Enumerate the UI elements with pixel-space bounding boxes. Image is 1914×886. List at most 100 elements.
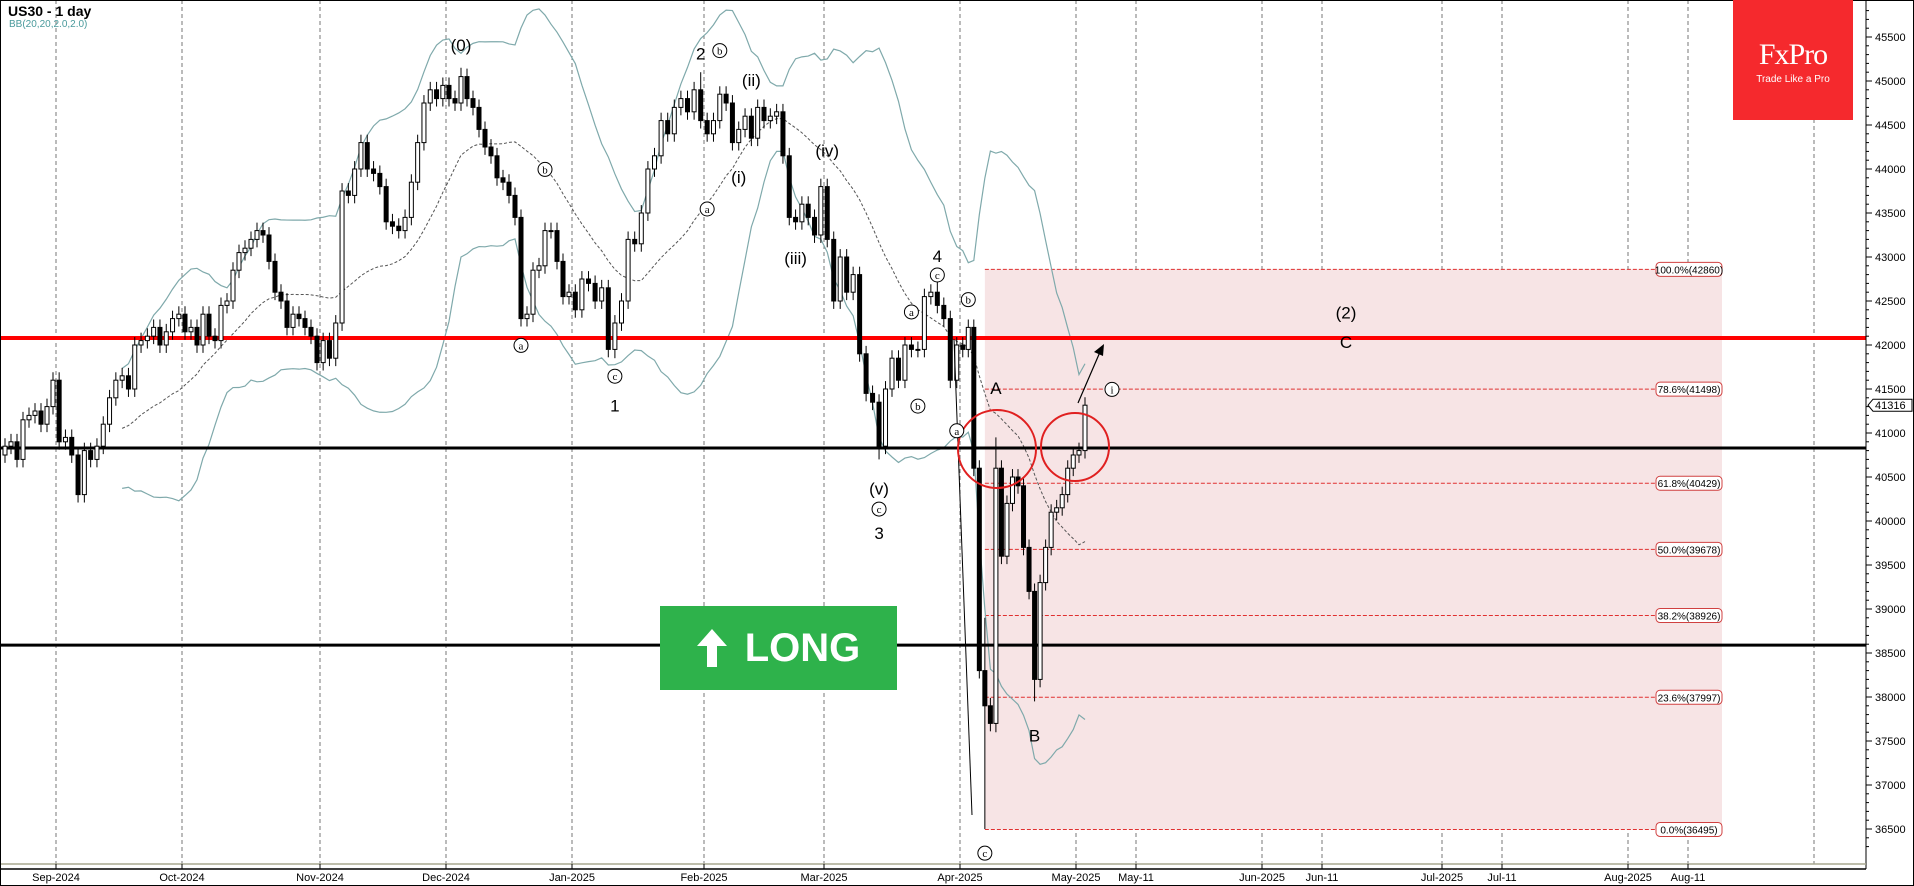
wave-label: a: [949, 423, 965, 439]
price-tick-label: 44500: [1875, 120, 1906, 132]
candle: [625, 231, 631, 309]
candle: [870, 385, 876, 411]
candle: [284, 293, 290, 336]
wave-label-text: 3: [874, 524, 883, 543]
candle-body: [934, 291, 940, 306]
wave-label: i: [1104, 381, 1120, 397]
candle: [1032, 583, 1038, 702]
candle-body: [176, 313, 182, 320]
candle-body: [971, 326, 977, 469]
candle: [895, 350, 901, 389]
candle: [645, 161, 651, 221]
wave-label: b: [910, 398, 926, 414]
fib-level-label: 0.0%(36495): [1655, 821, 1723, 837]
candle-body: [113, 379, 119, 399]
fib-label-box: [1655, 475, 1723, 491]
candle: [440, 77, 446, 107]
candle: [902, 337, 908, 389]
candle-body: [921, 296, 927, 350]
wave-label-text: c: [612, 371, 617, 383]
candle: [352, 161, 358, 204]
price-tick-label: 42500: [1875, 296, 1906, 308]
candle-body: [632, 238, 638, 245]
candle: [921, 288, 927, 358]
candle: [188, 319, 194, 340]
last-price-tag: [1867, 398, 1913, 412]
candle-body: [138, 340, 144, 346]
candle: [248, 231, 254, 257]
candle-body: [206, 313, 212, 337]
wave-label: 1: [610, 397, 619, 416]
time-tick-label: Mar-2025: [800, 872, 847, 884]
candle-body: [592, 282, 598, 302]
candle-body: [524, 313, 530, 320]
wave-label: C: [1340, 333, 1352, 352]
wave-label-circle: [607, 368, 623, 384]
candle: [464, 68, 470, 107]
wave-label-text: 2: [696, 45, 705, 64]
price-tick-label: 38500: [1875, 648, 1906, 660]
candle-body: [476, 106, 482, 130]
time-axis-bg: [0, 864, 1866, 886]
candle-body: [717, 93, 723, 122]
candle: [20, 411, 26, 468]
candle: [982, 617, 988, 829]
candle: [691, 81, 697, 120]
candle: [2, 438, 8, 463]
candle-body: [308, 326, 314, 337]
candle-body: [729, 102, 735, 144]
candle-body: [1043, 546, 1049, 584]
candle-body: [1032, 590, 1038, 680]
candle-body: [458, 76, 464, 104]
wave-label: (i): [731, 168, 746, 187]
candle-body: [612, 322, 618, 350]
candle: [1059, 486, 1065, 516]
candle: [638, 205, 644, 252]
candle-body: [560, 260, 566, 298]
candle-body: [62, 436, 68, 443]
projection-arrow: [1077, 351, 1101, 404]
candle: [704, 112, 710, 142]
candle-body: [38, 410, 44, 425]
candle-body: [364, 142, 370, 170]
time-tick-label: Jul-11: [1487, 872, 1516, 884]
candle-body: [81, 450, 87, 496]
candle: [81, 442, 87, 503]
candle: [599, 279, 605, 309]
candle: [56, 372, 62, 450]
price-tick-label: 40000: [1875, 516, 1906, 528]
candle-body: [742, 115, 748, 130]
candle-body: [94, 445, 100, 460]
candle: [579, 271, 585, 318]
candle-body: [482, 128, 488, 148]
candle: [632, 231, 638, 252]
candle-body: [542, 230, 548, 267]
candle: [358, 134, 364, 177]
candle-body: [818, 186, 824, 236]
candle-body: [1021, 485, 1027, 548]
candle: [536, 257, 542, 279]
candle: [1082, 397, 1088, 459]
candle: [742, 108, 748, 138]
candle-body: [242, 247, 248, 254]
candle: [194, 319, 200, 353]
candle: [458, 67, 464, 111]
candle: [780, 103, 786, 164]
fib-level-label: 100.0%(42860): [1655, 261, 1723, 277]
candle-body: [494, 155, 500, 179]
candle-body: [272, 260, 278, 293]
candle-body: [625, 238, 631, 302]
wave-label-text: 1: [610, 397, 619, 416]
candle-body: [698, 89, 704, 122]
candle-body: [857, 274, 863, 355]
candle-body: [200, 313, 206, 346]
wave-label-circle: [1104, 381, 1120, 397]
candle: [113, 372, 119, 406]
fib-label-box: [1655, 608, 1723, 624]
logo-brand: FxPro: [1758, 38, 1828, 71]
candle-body: [761, 106, 767, 122]
candle-body: [755, 106, 761, 139]
candle: [339, 183, 345, 331]
candle-body: [314, 335, 320, 364]
